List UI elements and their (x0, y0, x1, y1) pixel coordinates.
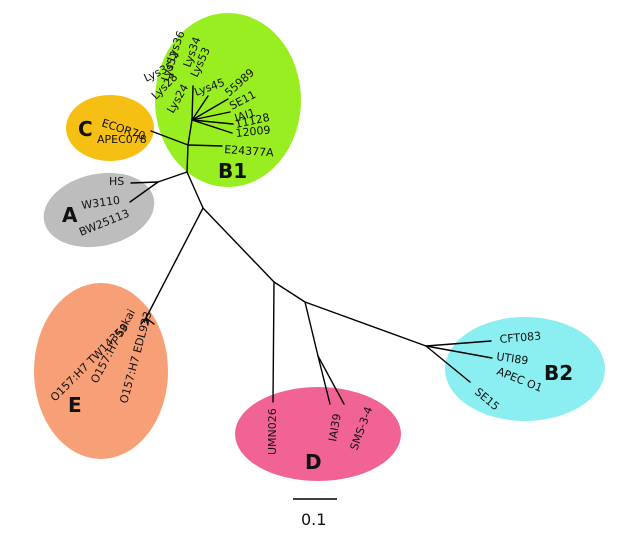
clade-b2-region (445, 317, 605, 421)
leaf-label: 12009 (235, 123, 271, 140)
leaf-label: IAI39 (326, 413, 344, 443)
clade-label-e: E (68, 393, 82, 417)
clade-label-b2: B2 (544, 361, 573, 385)
clade-c-region (66, 95, 154, 161)
leaf-label: HS (109, 175, 124, 188)
leaf-label: E24377A (224, 143, 275, 159)
clade-label-b1: B1 (218, 159, 247, 183)
clade-label-a: A (62, 203, 78, 227)
leaf-label: UMN026 (266, 408, 279, 455)
tree-branches (129, 85, 493, 405)
leaf-label: UTI89 (496, 350, 530, 367)
clade-a-region (43, 172, 155, 248)
clade-label-d: D (305, 450, 322, 474)
leaf-label: IAI1 (233, 106, 257, 125)
leaf-label: APEC078 (97, 133, 147, 146)
clade-e-region (34, 283, 168, 459)
clade-label-c: C (78, 117, 93, 141)
leaf-label: CFT083 (499, 329, 542, 346)
scale-bar-label: 0.1 (301, 510, 326, 529)
clade-b1-region (155, 13, 301, 187)
leaf-label: W3110 (81, 194, 121, 212)
clade-d-region (235, 387, 401, 481)
